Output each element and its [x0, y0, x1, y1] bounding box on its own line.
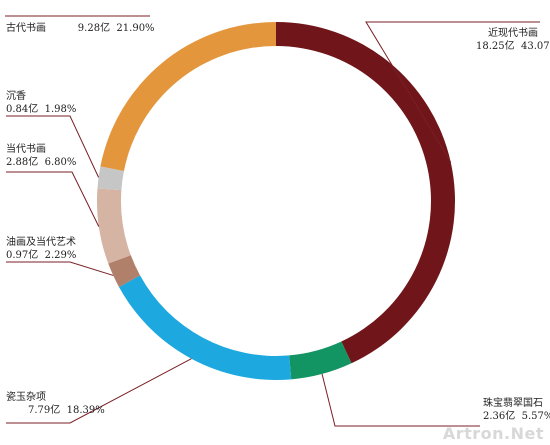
label-oil-contemporary: 油画及当代艺术 0.97亿 2.29%: [6, 236, 76, 262]
slice-name: 珠宝翡翠国石: [483, 398, 543, 409]
leader-line-0: [365, 21, 540, 163]
donut-slice-3: [108, 255, 141, 287]
slice-percent: 5.57%: [521, 411, 550, 422]
donut-slice-1: [289, 341, 352, 380]
slice-percent: 21.90%: [116, 23, 155, 34]
slice-name: 古代书画: [6, 23, 46, 34]
slice-name: 油画及当代艺术: [6, 237, 76, 248]
slice-percent: 18.39%: [66, 405, 105, 416]
label-porcelain-jade: 瓷玉杂项 7.79亿 18.39%: [6, 391, 105, 417]
slice-name: 沉香: [6, 91, 26, 102]
slice-percent: 2.29%: [44, 250, 77, 261]
leader-line-5: [6, 115, 100, 178]
leader-line-1: [321, 373, 480, 427]
donut-slice-5: [97, 166, 124, 191]
label-contemporary-painting: 当代书画 2.88亿 6.80%: [6, 143, 76, 169]
slice-name: 近现代书画: [488, 28, 538, 39]
label-agarwood: 沉香 0.84亿 1.98%: [6, 90, 76, 116]
slice-value: 0.84亿: [6, 104, 39, 115]
leader-line-2: [6, 358, 192, 424]
leader-line-3: [6, 261, 114, 276]
watermark: Artron.Net: [442, 424, 544, 443]
leader-line-4: [6, 171, 100, 227]
label-jewelry: 珠宝翡翠国石 2.36亿 5.57%: [483, 397, 550, 422]
donut-slice-6: [100, 22, 276, 172]
donut-slice-0: [276, 22, 456, 364]
label-ancient-painting: 古代书画 9.28亿 21.90%: [6, 22, 155, 35]
donut-slice-2: [118, 275, 292, 381]
slice-name: 瓷玉杂项: [6, 392, 46, 403]
slice-value: 9.28亿: [77, 23, 111, 34]
slice-value: 2.36亿: [483, 411, 516, 422]
slice-percent: 43.07%: [521, 41, 550, 52]
slice-value: 2.88亿: [6, 157, 39, 168]
label-modern-painting: 近现代书画 18.25亿 43.07%: [476, 27, 550, 52]
slice-value: 0.97亿: [6, 250, 39, 261]
slice-value: 7.79亿: [28, 405, 61, 416]
slice-percent: 1.98%: [44, 104, 77, 115]
donut-slice-4: [97, 188, 131, 264]
slice-value: 18.25亿: [476, 41, 515, 52]
slice-percent: 6.80%: [44, 157, 77, 168]
slice-name: 当代书画: [6, 144, 46, 155]
